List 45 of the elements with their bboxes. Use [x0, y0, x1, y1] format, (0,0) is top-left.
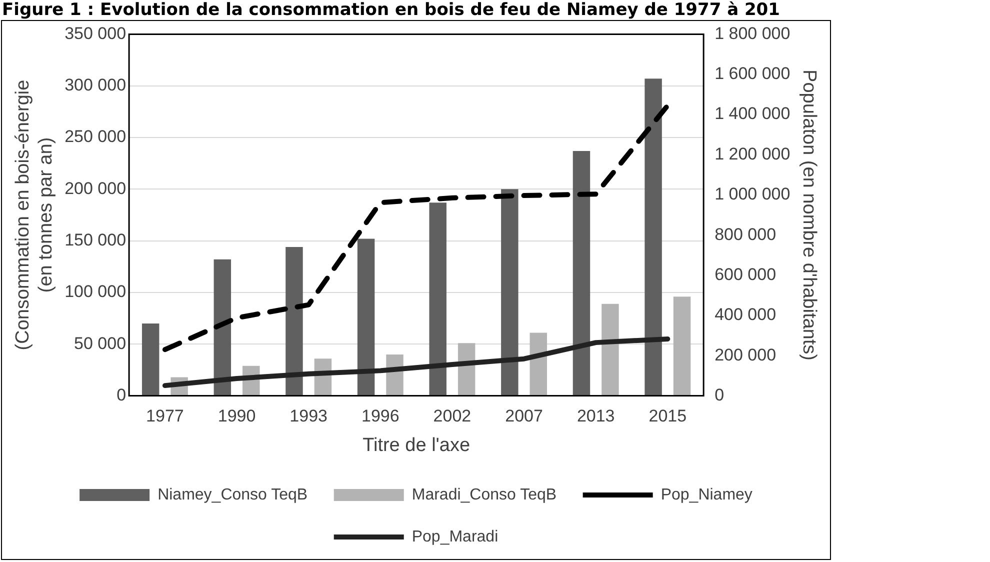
y2-axis-title: Populaton (en nombre d'habitants)	[798, 70, 820, 360]
legend-label: Niamey_Conso TeqB	[158, 486, 308, 504]
y2-tick-label: 1 200 000	[714, 144, 790, 164]
x-tick-label: 2013	[576, 406, 615, 426]
bar	[286, 247, 303, 396]
x-tick-label: 1990	[218, 406, 256, 426]
legend-label: Pop_Maradi	[412, 528, 498, 546]
bar	[572, 150, 590, 396]
y2-tick-label: 1 800 000	[714, 24, 790, 43]
y2-tick-label: 200 000	[714, 345, 776, 364]
legend-label: Pop_Niamey	[660, 486, 752, 504]
y-axis-title: (Consommation en bois-énergie (en tonnes par an)	[12, 80, 56, 350]
y-tick-label: 0	[116, 385, 126, 404]
x-tick-label: 2002	[433, 406, 472, 426]
y-tick-label: 150 000	[64, 230, 126, 250]
y2-tick-label: 800 000	[714, 224, 776, 244]
x-tick-label: 1977	[146, 406, 184, 426]
bar	[429, 202, 446, 396]
y-tick-label: 350 000	[64, 24, 126, 43]
legend-label: Maradi_Conso TeqB	[412, 486, 557, 504]
chart-title: Figure 1 : Evolution de la consommation en bois de feu de Niamey de 1977 à 201	[1, 0, 781, 20]
y2-tick-label: 600 000	[714, 264, 776, 284]
bar	[673, 296, 691, 396]
y-tick-label: 50 000	[74, 334, 126, 353]
y-tick-label: 300 000	[64, 76, 126, 95]
y2-tick-label: 1 400 000	[714, 104, 790, 124]
y2-tick-label: 1 600 000	[714, 64, 790, 84]
bar	[501, 189, 518, 396]
x-axis-title: Titre de l'axe	[362, 434, 470, 456]
y-tick-label: 250 000	[64, 127, 126, 146]
y-tick-label: 100 000	[64, 282, 126, 302]
x-tick-label: 1996	[361, 406, 400, 426]
x-tick-label: 2007	[505, 406, 543, 426]
bar	[142, 323, 160, 396]
bar	[644, 78, 662, 396]
bar	[602, 304, 619, 396]
x-tick-label: 1993	[290, 406, 328, 426]
x-tick-label: 2015	[648, 406, 687, 426]
y-tick-label: 200 000	[64, 178, 126, 198]
bar	[530, 332, 548, 396]
y2-tick-label: 400 000	[714, 305, 776, 324]
bar	[357, 238, 375, 396]
y2-tick-label: 1 000 000	[714, 184, 790, 204]
bar	[214, 259, 232, 396]
y2-tick-label: 0	[714, 385, 724, 404]
